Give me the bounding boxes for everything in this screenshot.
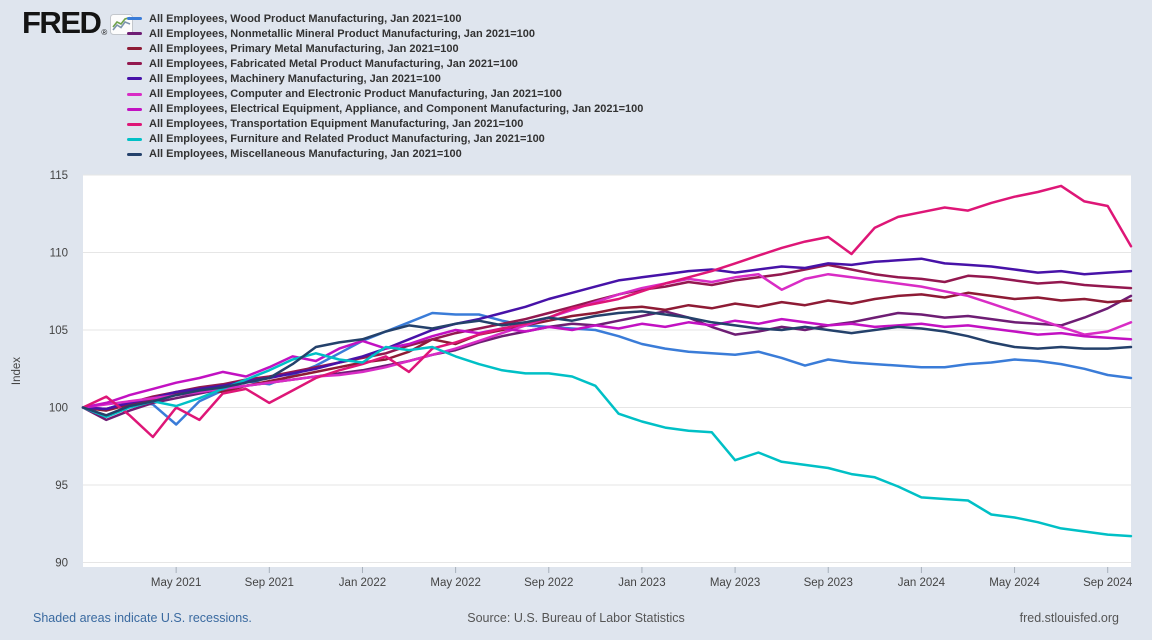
x-tick-label: Jan 2024	[898, 577, 946, 589]
x-tick-label: Sep 2023	[804, 577, 853, 589]
x-tick-label: Jan 2022	[339, 577, 386, 589]
legend-swatch	[127, 47, 142, 51]
legend-label: All Employees, Computer and Electronic P…	[149, 88, 562, 101]
y-tick-label-105: 105	[49, 325, 68, 337]
x-tick-label: Sep 2022	[524, 577, 573, 589]
y-tick-label-90: 90	[55, 558, 68, 570]
legend-label: All Employees, Transportation Equipment …	[149, 118, 524, 131]
legend-item: All Employees, Electrical Equipment, App…	[127, 102, 643, 117]
legend-item: All Employees, Transportation Equipment …	[127, 117, 643, 132]
plot-area[interactable]	[83, 175, 1131, 567]
legend-label: All Employees, Miscellaneous Manufacturi…	[149, 148, 462, 161]
legend: All Employees, Wood Product Manufacturin…	[127, 11, 643, 162]
y-tick-label-95: 95	[55, 480, 68, 492]
x-tick-label: Sep 2024	[1083, 577, 1133, 589]
registered-trademark-symbol: ®	[101, 28, 108, 37]
legend-item: All Employees, Computer and Electronic P…	[127, 86, 643, 101]
series-line-8	[81, 345, 1133, 538]
legend-label: All Employees, Machinery Manufacturing, …	[149, 72, 441, 85]
legend-label: All Employees, Primary Metal Manufacturi…	[149, 42, 459, 55]
legend-item: All Employees, Primary Metal Manufacturi…	[127, 41, 643, 56]
legend-swatch	[127, 137, 142, 141]
x-tick-label: Jan 2023	[618, 577, 665, 589]
recessions-note-link[interactable]: Shaded areas indicate U.S. recessions.	[33, 611, 252, 625]
legend-swatch	[127, 122, 142, 126]
x-tick-label: May 2024	[989, 577, 1040, 589]
y-tick-label-115: 115	[50, 170, 68, 182]
y-axis-title: Index	[11, 357, 23, 385]
footer: Shaded areas indicate U.S. recessions. S…	[0, 603, 1152, 633]
series-line-9	[81, 310, 1133, 417]
legend-item: All Employees, Miscellaneous Manufacturi…	[127, 147, 643, 162]
fred-logo-text: FRED	[22, 5, 102, 40]
legend-swatch	[127, 92, 142, 96]
legend-swatch	[127, 107, 142, 111]
legend-swatch	[127, 17, 142, 21]
legend-label: All Employees, Wood Product Manufacturin…	[149, 12, 462, 25]
legend-label: All Employees, Fabricated Metal Product …	[149, 57, 518, 70]
y-tick-label-100: 100	[49, 403, 68, 415]
x-tick-label: May 2021	[151, 577, 202, 589]
legend-label: All Employees, Furniture and Related Pro…	[149, 133, 545, 146]
fred-logo[interactable]: FRED ®	[22, 5, 134, 40]
legend-label: All Employees, Electrical Equipment, App…	[149, 103, 644, 116]
series-line-5	[81, 272, 1133, 409]
series-line-6	[81, 317, 1133, 409]
x-tick-label: Sep 2021	[245, 577, 294, 589]
legend-item: All Employees, Fabricated Metal Product …	[127, 56, 643, 71]
legend-item: All Employees, Machinery Manufacturing, …	[127, 71, 643, 86]
legend-item: All Employees, Wood Product Manufacturin…	[127, 11, 643, 26]
legend-item: All Employees, Nonmetallic Mineral Produ…	[127, 26, 643, 41]
series-line-7	[81, 184, 1133, 439]
legend-swatch	[127, 152, 142, 156]
legend-swatch	[127, 77, 142, 81]
x-tick-label: May 2022	[430, 577, 481, 589]
fred-site-link[interactable]: fred.stlouisfed.org	[1019, 611, 1119, 625]
legend-label: All Employees, Nonmetallic Mineral Produ…	[149, 27, 536, 40]
source-note: Source: U.S. Bureau of Labor Statistics	[467, 611, 685, 625]
legend-swatch	[127, 62, 142, 66]
legend-swatch	[127, 32, 142, 36]
legend-item: All Employees, Furniture and Related Pro…	[127, 132, 643, 147]
x-tick-label: May 2023	[710, 577, 761, 589]
y-tick-label-110: 110	[50, 248, 68, 260]
